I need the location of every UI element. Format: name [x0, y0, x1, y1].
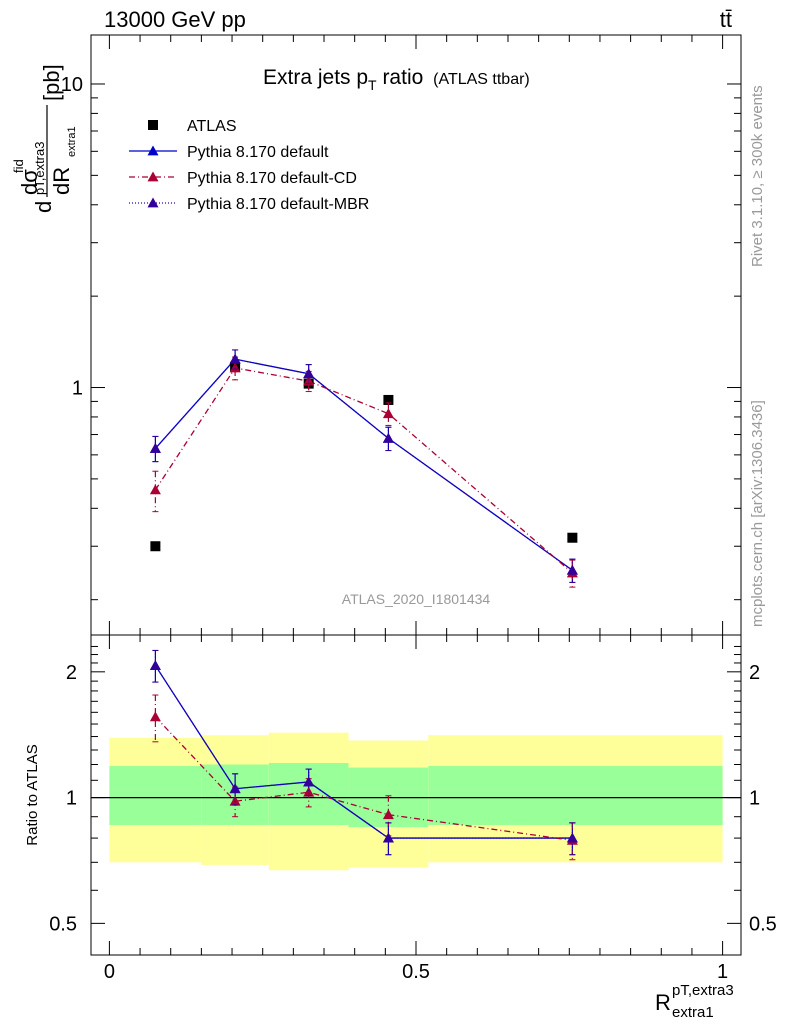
title-note: (ATLAS ttbar) [433, 71, 530, 88]
analysis-watermark: ATLAS_2020_I1801434 [342, 591, 491, 607]
ylabel-unit: [pb] [39, 64, 64, 101]
uncertainty-band-inner [428, 766, 723, 825]
x-tick-label: 0.5 [402, 961, 430, 983]
series-line-3 [154, 358, 573, 571]
source-label: mcplots.cern.ch [arXiv:1306.3436] [749, 400, 766, 627]
legend-entry-label: Pythia 8.170 default-MBR [187, 196, 369, 213]
x-tick-label: 0 [104, 961, 115, 983]
ylabel-d-top: d [31, 201, 56, 213]
series-line-1 [154, 358, 573, 571]
data-point-atlas [383, 394, 394, 405]
ratio-y-tick-label-left: 0.5 [49, 913, 77, 935]
ratio-point-1 [303, 786, 315, 797]
ratio-point-2 [303, 776, 315, 787]
legend-entry-label: ATLAS [187, 118, 237, 135]
ylabel-fid: fid [11, 159, 26, 173]
process-label: tt̄ [720, 7, 732, 32]
main-panel: 1 10 Extra jets pT ratio (ATLAS ttbar) AT… [11, 34, 742, 636]
ratio-y-tick-label-left: 1 [66, 788, 77, 810]
ylabel-sub-den: extra1 [66, 126, 78, 157]
ratio-marks [91, 649, 741, 871]
legend: ATLAS Pythia 8.170 default Pythia 8.170 de… [129, 118, 369, 213]
ratio-point-2 [149, 660, 161, 670]
legend-marker-3 [147, 197, 159, 208]
ratio-point-1 [229, 795, 241, 806]
data-point-3 [303, 368, 315, 379]
uncertainty-band-inner [109, 766, 202, 825]
data-point-3 [149, 442, 161, 453]
ratio-line-1 [154, 716, 573, 842]
ylabel-dR: dR [49, 167, 74, 195]
y-tick-label: 1 [72, 378, 83, 400]
main-title: Extra jets pT ratio (ATLAS ttbar) [263, 66, 530, 93]
ratio-point-2 [229, 783, 241, 794]
series-line-2 [154, 367, 573, 574]
data-point-atlas [567, 532, 578, 543]
legend-entry-label: Pythia 8.170 default [187, 144, 329, 161]
title-main-text: Extra jets p [263, 66, 368, 89]
ratio-ticks: 0.5 0.5 1 1 2 2 0 0.5 1 [49, 635, 777, 983]
xlabel-subscript: extra1 [672, 1004, 714, 1021]
y-tick-label: 10 [61, 74, 83, 96]
main-ticks: 1 10 [61, 35, 741, 635]
energy-label: 13000 GeV pp [104, 7, 246, 32]
x-tick-label: 1 [717, 961, 728, 983]
ratio-y-tick-label-left: 2 [66, 662, 77, 684]
data-point-3 [566, 564, 578, 575]
main-marks [149, 349, 578, 588]
ratio-point-1 [149, 711, 161, 722]
data-point-3 [229, 353, 241, 364]
rivet-label: Rivet 3.1.10, ≥ 300k events [749, 85, 766, 267]
data-point-2 [229, 362, 241, 373]
data-point-atlas [150, 541, 161, 552]
ratio-point-1 [382, 809, 394, 820]
title-subscript: T [368, 77, 377, 93]
legend-marker-atlas [148, 120, 158, 130]
ratio-panel: 0.5 0.5 1 1 2 2 0 0.5 1 Ratio to ATLAS R pT,extr… [24, 634, 777, 1021]
ratio-point-2 [566, 832, 578, 843]
ratio-y-label: Ratio to ATLAS [24, 744, 41, 845]
x-axis-label: R [655, 990, 671, 1015]
data-point-2 [149, 484, 161, 495]
legend-marker-2 [147, 171, 159, 182]
legend-entry-label: Pythia 8.170 default-CD [187, 170, 357, 187]
ylabel-dsigma: dσ [17, 169, 42, 195]
xlabel-main: R [655, 990, 671, 1015]
legend-marker-1 [147, 145, 159, 156]
ratio-point-2 [382, 832, 394, 843]
title-rest: ratio [377, 66, 424, 89]
ratio-y-tick-label-right: 0.5 [749, 913, 777, 935]
data-point-3 [382, 432, 394, 443]
ratio-y-tick-label-right: 1 [749, 788, 760, 810]
ylabel-sub-num: pT,extra3 [32, 142, 47, 195]
ratio-y-tick-label-right: 2 [749, 662, 760, 684]
data-point-2 [382, 408, 394, 419]
main-y-label: d dσ fid pT,extra3 dR extra1 [pb] [11, 64, 78, 213]
xlabel-superscript: pT,extra3 [672, 982, 734, 999]
